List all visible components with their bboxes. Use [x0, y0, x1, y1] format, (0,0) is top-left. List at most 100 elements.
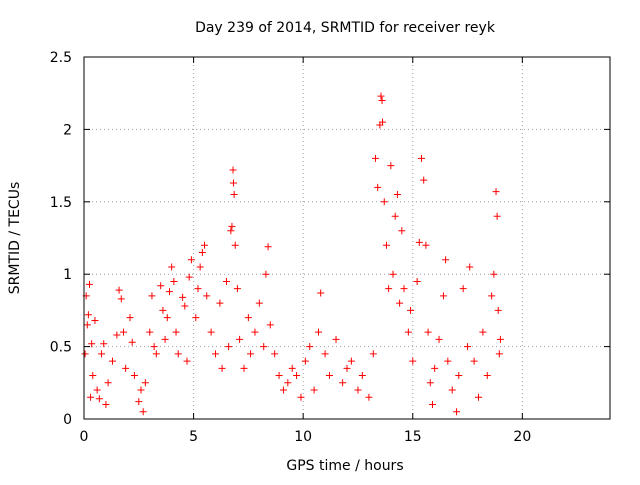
data-point	[306, 343, 314, 351]
data-point	[371, 154, 379, 162]
x-tick-label: 5	[189, 429, 198, 445]
data-point	[490, 270, 498, 278]
data-point	[266, 321, 274, 329]
data-point	[83, 321, 91, 329]
data-point	[418, 154, 426, 162]
data-point	[146, 328, 154, 336]
data-point	[98, 350, 106, 358]
data-point	[378, 96, 386, 104]
data-point	[91, 317, 99, 325]
data-point	[488, 292, 496, 300]
data-point	[139, 408, 147, 416]
data-point	[95, 395, 103, 403]
data-point	[231, 241, 239, 249]
data-point	[172, 328, 180, 336]
data-point	[185, 273, 193, 281]
data-point	[207, 328, 215, 336]
data-point	[426, 379, 434, 387]
y-tick-label: 2	[63, 122, 72, 138]
y-axis-label: SRMTID / TECUs	[7, 182, 23, 295]
x-tick-label: 20	[513, 429, 531, 445]
data-point	[495, 350, 503, 358]
data-point	[377, 92, 385, 100]
data-point	[230, 191, 238, 199]
data-point	[113, 331, 121, 339]
data-point	[365, 393, 373, 401]
data-point	[483, 372, 491, 380]
data-point	[385, 285, 393, 293]
y-tick-label: 2.5	[50, 50, 72, 66]
data-point	[464, 343, 472, 351]
x-tick-label: 15	[404, 429, 422, 445]
data-point	[391, 212, 399, 220]
data-point	[317, 289, 325, 297]
data-point	[492, 188, 500, 196]
data-point	[152, 350, 160, 358]
data-point	[466, 263, 474, 271]
data-point	[448, 386, 456, 394]
data-point	[444, 357, 452, 365]
data-point	[379, 118, 387, 126]
data-point	[494, 306, 502, 314]
data-point	[159, 306, 167, 314]
data-point	[393, 191, 401, 199]
data-point	[89, 372, 97, 380]
data-point	[126, 314, 134, 322]
data-point	[119, 328, 127, 336]
data-point	[85, 280, 93, 288]
data-point	[387, 162, 395, 170]
data-point	[407, 306, 415, 314]
data-point	[339, 379, 347, 387]
data-point	[301, 357, 309, 365]
data-point	[475, 393, 482, 401]
data-point	[174, 350, 182, 358]
data-point	[382, 241, 390, 249]
data-point	[225, 343, 233, 351]
data-point	[347, 357, 355, 365]
data-point	[442, 256, 450, 264]
data-point	[236, 335, 244, 343]
data-point	[315, 328, 323, 336]
data-point	[233, 285, 241, 293]
data-point	[108, 357, 116, 365]
data-point	[165, 288, 173, 296]
data-point	[179, 293, 187, 301]
data-point	[135, 398, 143, 406]
data-point	[196, 263, 204, 271]
data-point	[229, 166, 237, 174]
data-point	[439, 292, 447, 300]
data-point	[470, 357, 478, 365]
data-point	[284, 379, 292, 387]
data-point	[453, 408, 461, 416]
data-point	[122, 364, 130, 372]
data-point	[260, 343, 268, 351]
data-point	[343, 364, 351, 372]
data-point	[170, 277, 178, 285]
data-point	[374, 183, 382, 191]
data-point	[358, 372, 366, 380]
data-point	[227, 227, 235, 235]
data-point	[431, 364, 439, 372]
data-point	[459, 285, 467, 293]
data-point	[404, 328, 412, 336]
data-point	[297, 393, 305, 401]
data-point	[325, 372, 333, 380]
x-axis-label: GPS time / hours	[286, 458, 403, 474]
data-point	[229, 179, 237, 187]
data-point	[218, 364, 226, 372]
data-point	[424, 328, 432, 336]
data-point	[104, 379, 112, 387]
data-point	[137, 386, 145, 394]
data-point	[496, 335, 504, 343]
data-point	[81, 350, 89, 358]
data-point	[247, 350, 255, 358]
data-point	[409, 357, 417, 365]
data-point	[264, 243, 272, 251]
data-point	[216, 299, 224, 307]
data-point	[222, 277, 230, 285]
data-point	[396, 299, 404, 307]
data-point	[161, 335, 169, 343]
data-point	[288, 364, 296, 372]
grid	[84, 57, 610, 419]
